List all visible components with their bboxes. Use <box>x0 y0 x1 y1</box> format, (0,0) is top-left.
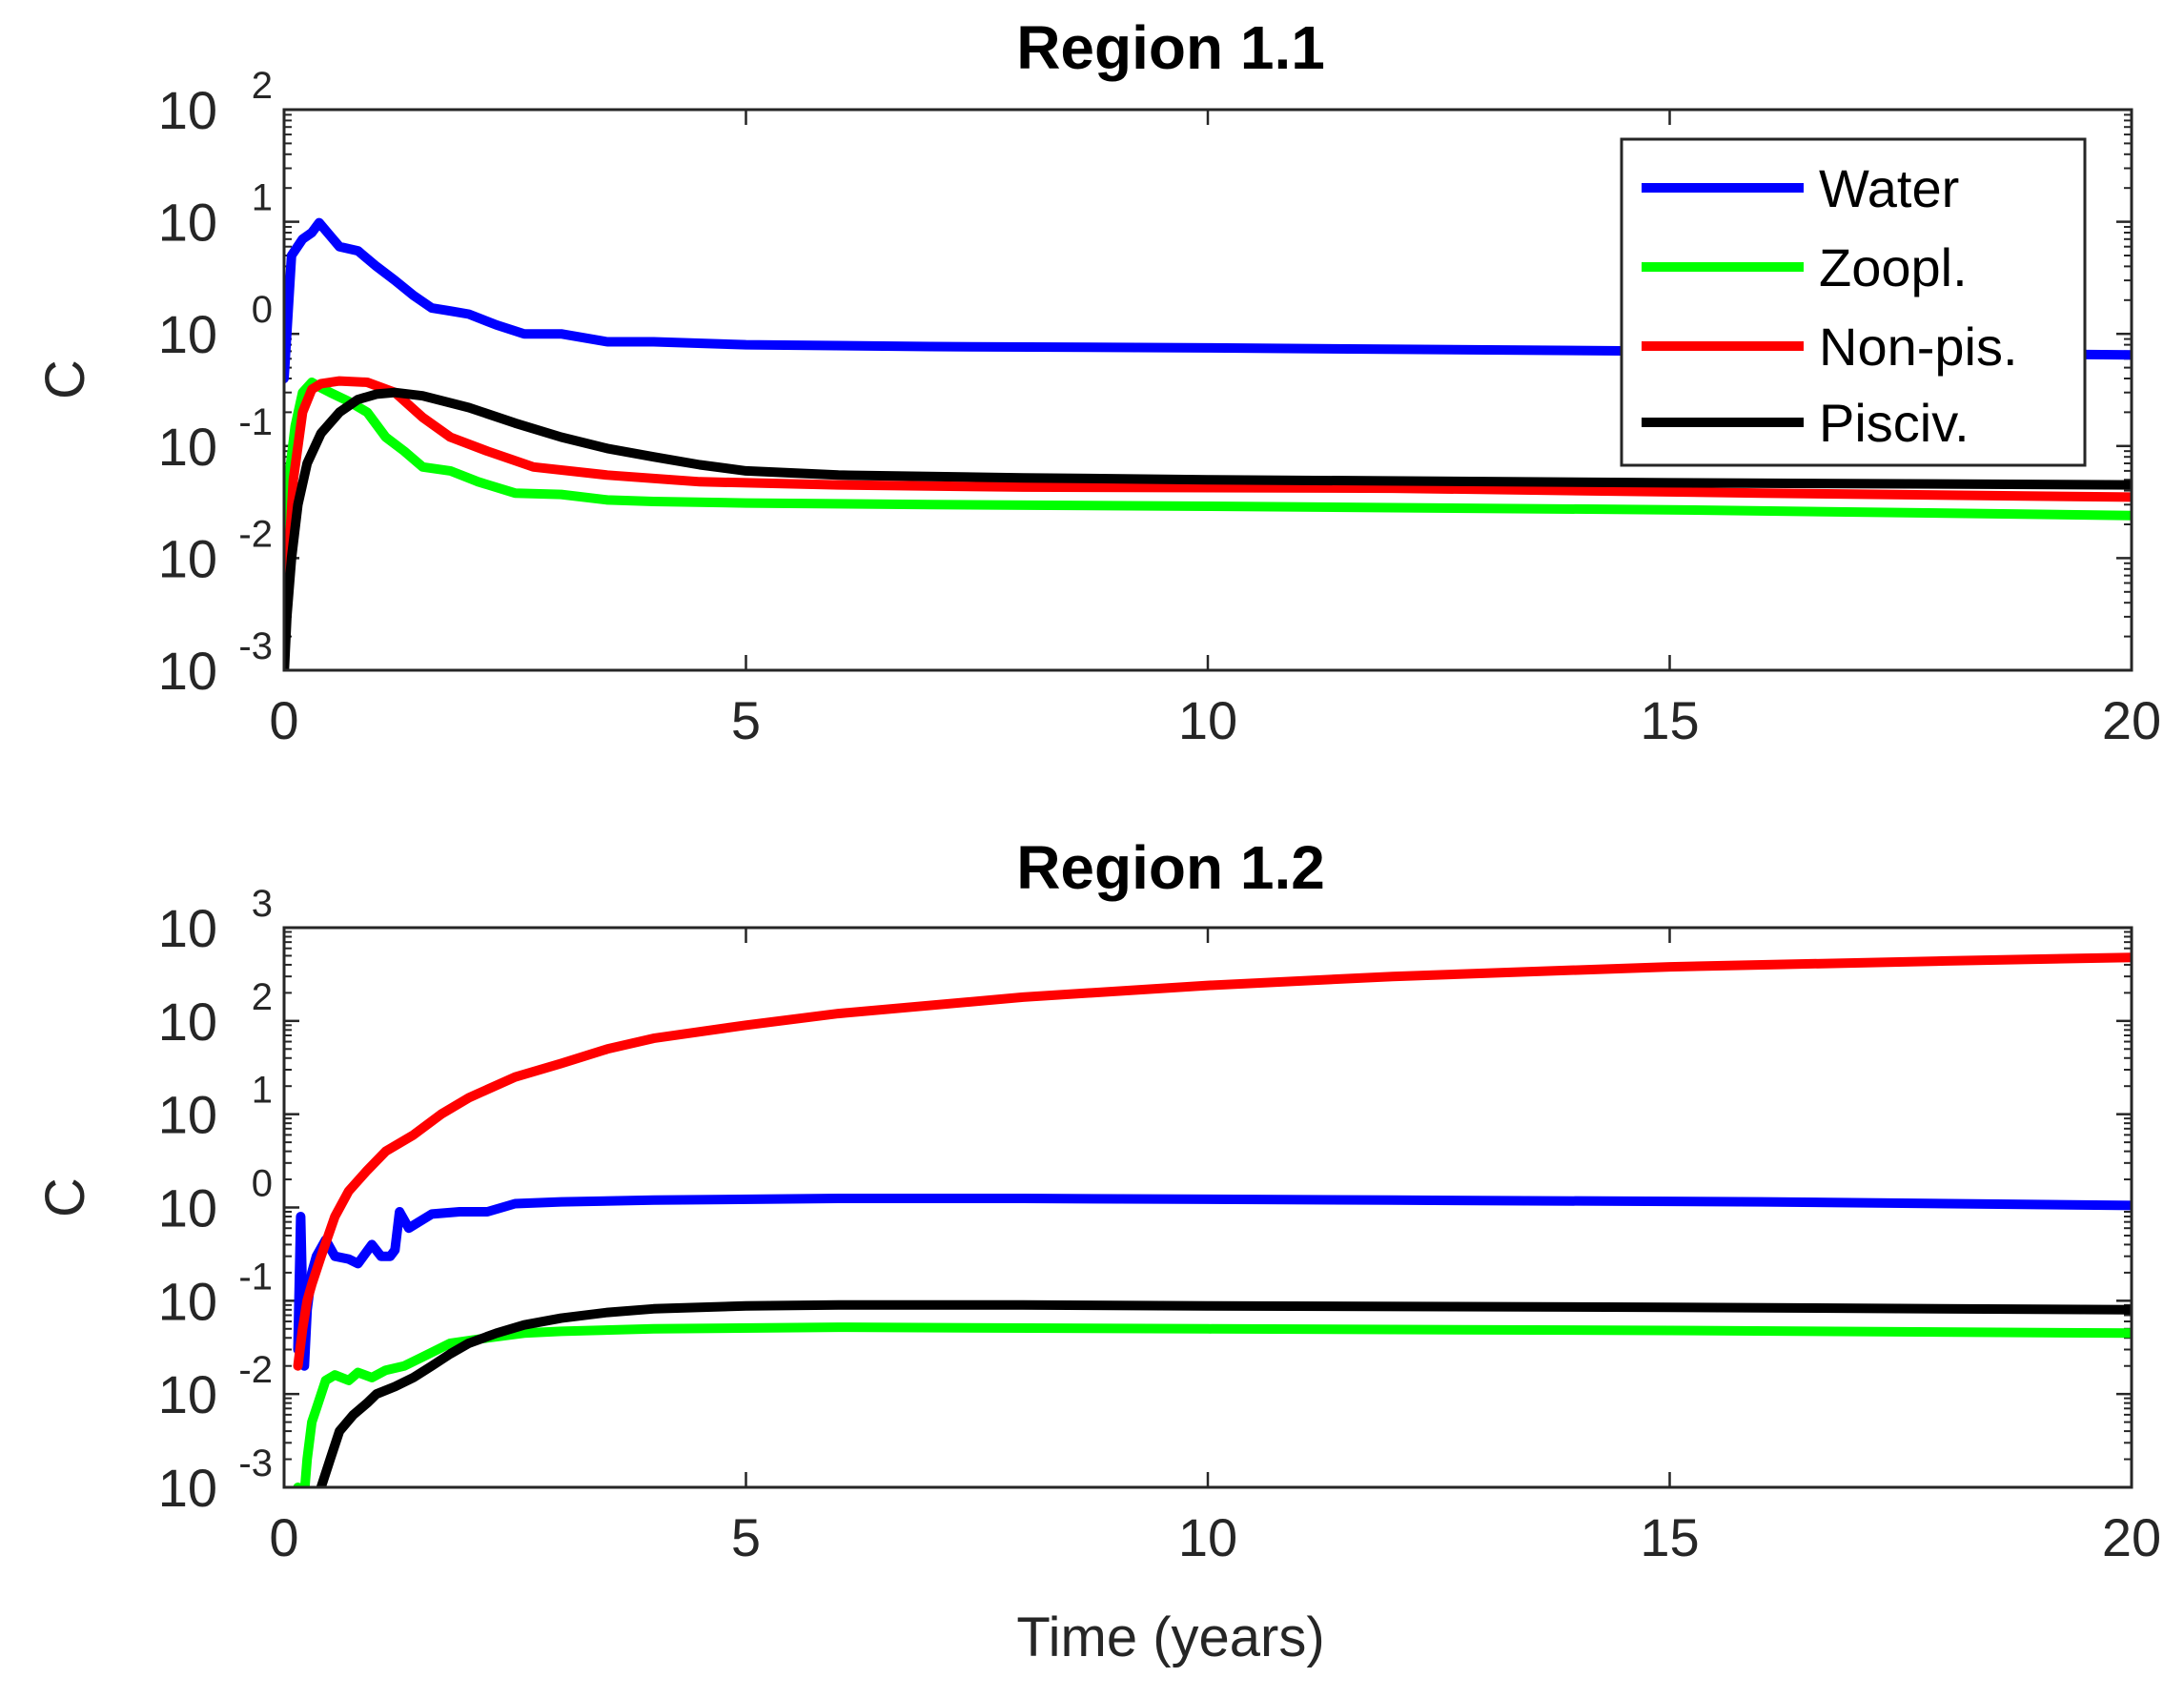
y-tick-exponent: -1 <box>238 1256 273 1298</box>
series-line-pisciv <box>316 1299 2132 1487</box>
y-tick-label: 10 <box>158 304 217 364</box>
y-tick-label: 10 <box>158 193 217 253</box>
y-tick-exponent: 2 <box>252 65 273 107</box>
y-tick-exponent: -3 <box>238 625 273 667</box>
y-ticks: 10 -3 10 -2 10 -1 10 0 10 1 10 2 10 3 <box>158 883 2132 1518</box>
series-line-water <box>284 217 2132 383</box>
y-tick-label: 10 <box>158 528 217 588</box>
x-tick-label: 5 <box>731 1507 761 1567</box>
y-tick-exponent: 1 <box>252 177 273 219</box>
y-tick-exponent: -2 <box>238 513 273 555</box>
chart-title: Region 1.1 <box>1016 13 1325 82</box>
y-tick-exponent: 3 <box>252 883 273 925</box>
panel-region-1-2: Region 1.2 C Time (years) 10-310-210-110… <box>34 833 2161 1668</box>
y-tick-exponent: 0 <box>252 289 273 331</box>
y-tick-label: 10 <box>158 417 217 477</box>
legend-label-water: Water <box>1819 158 1959 218</box>
legend-label-pisciv: Pisciv. <box>1819 393 1970 453</box>
y-tick-exponent: -1 <box>238 401 273 443</box>
series-line-zoopl <box>293 1322 2132 1487</box>
y-tick-label: 10 <box>158 1085 217 1145</box>
x-tick-label: 20 <box>2102 1507 2161 1567</box>
y-tick-label: 10 <box>158 1271 217 1331</box>
y-tick-exponent: 2 <box>252 976 273 1018</box>
y-axis-label: C <box>34 1177 96 1217</box>
y-tick-exponent: -2 <box>238 1349 273 1391</box>
x-tick-label: 15 <box>1640 690 1699 750</box>
x-tick-label: 0 <box>269 690 298 750</box>
y-tick-label: 10 <box>158 641 217 701</box>
x-tick-label: 0 <box>269 1507 298 1567</box>
plot-area-box <box>282 108 2133 672</box>
y-tick-exponent: 0 <box>252 1163 273 1205</box>
series-layer <box>284 217 2132 670</box>
x-tick-label: 15 <box>1640 1507 1699 1567</box>
plot-area-box <box>282 926 2133 1489</box>
x-tick-label: 10 <box>1178 1507 1237 1567</box>
y-ticks: 10 -3 10 -2 10 -1 10 0 10 1 10 2 <box>158 65 2132 701</box>
legend-box <box>1620 137 2087 467</box>
y-tick-exponent: -3 <box>238 1442 273 1484</box>
x-tick-label: 5 <box>731 690 761 750</box>
y-tick-label: 10 <box>158 898 217 958</box>
y-tick-label: 10 <box>158 1364 217 1424</box>
x-tick-label: 20 <box>2102 690 2161 750</box>
series-line-zoopl <box>284 378 2132 642</box>
x-tick-label: 10 <box>1178 690 1237 750</box>
legend-label-non-pis: Non-pis. <box>1819 317 2018 377</box>
legend-label-zoopl: Zoopl. <box>1819 237 1968 297</box>
series-line-non-pis <box>293 952 2132 1371</box>
x-ticks: 0 5 10 15 20 <box>269 928 2161 1567</box>
y-axis-label: C <box>34 359 96 399</box>
y-tick-label: 10 <box>158 1458 217 1518</box>
series-layer <box>293 952 2132 1487</box>
y-tick-label: 10 <box>158 1178 217 1238</box>
chart-title: Region 1.2 <box>1016 833 1325 902</box>
series-line-pisciv <box>284 387 2132 670</box>
y-tick-exponent: 1 <box>252 1070 273 1112</box>
legend: Water Zoopl. Non-pis. Pisciv. <box>1620 137 2087 467</box>
x-axis-label: Time (years) <box>1016 1606 1324 1668</box>
y-tick-label: 10 <box>158 992 217 1052</box>
series-line-non-pis <box>284 376 2132 642</box>
x-ticks: 0 5 10 15 20 <box>269 110 2161 750</box>
y-tick-label: 10 <box>158 80 217 140</box>
